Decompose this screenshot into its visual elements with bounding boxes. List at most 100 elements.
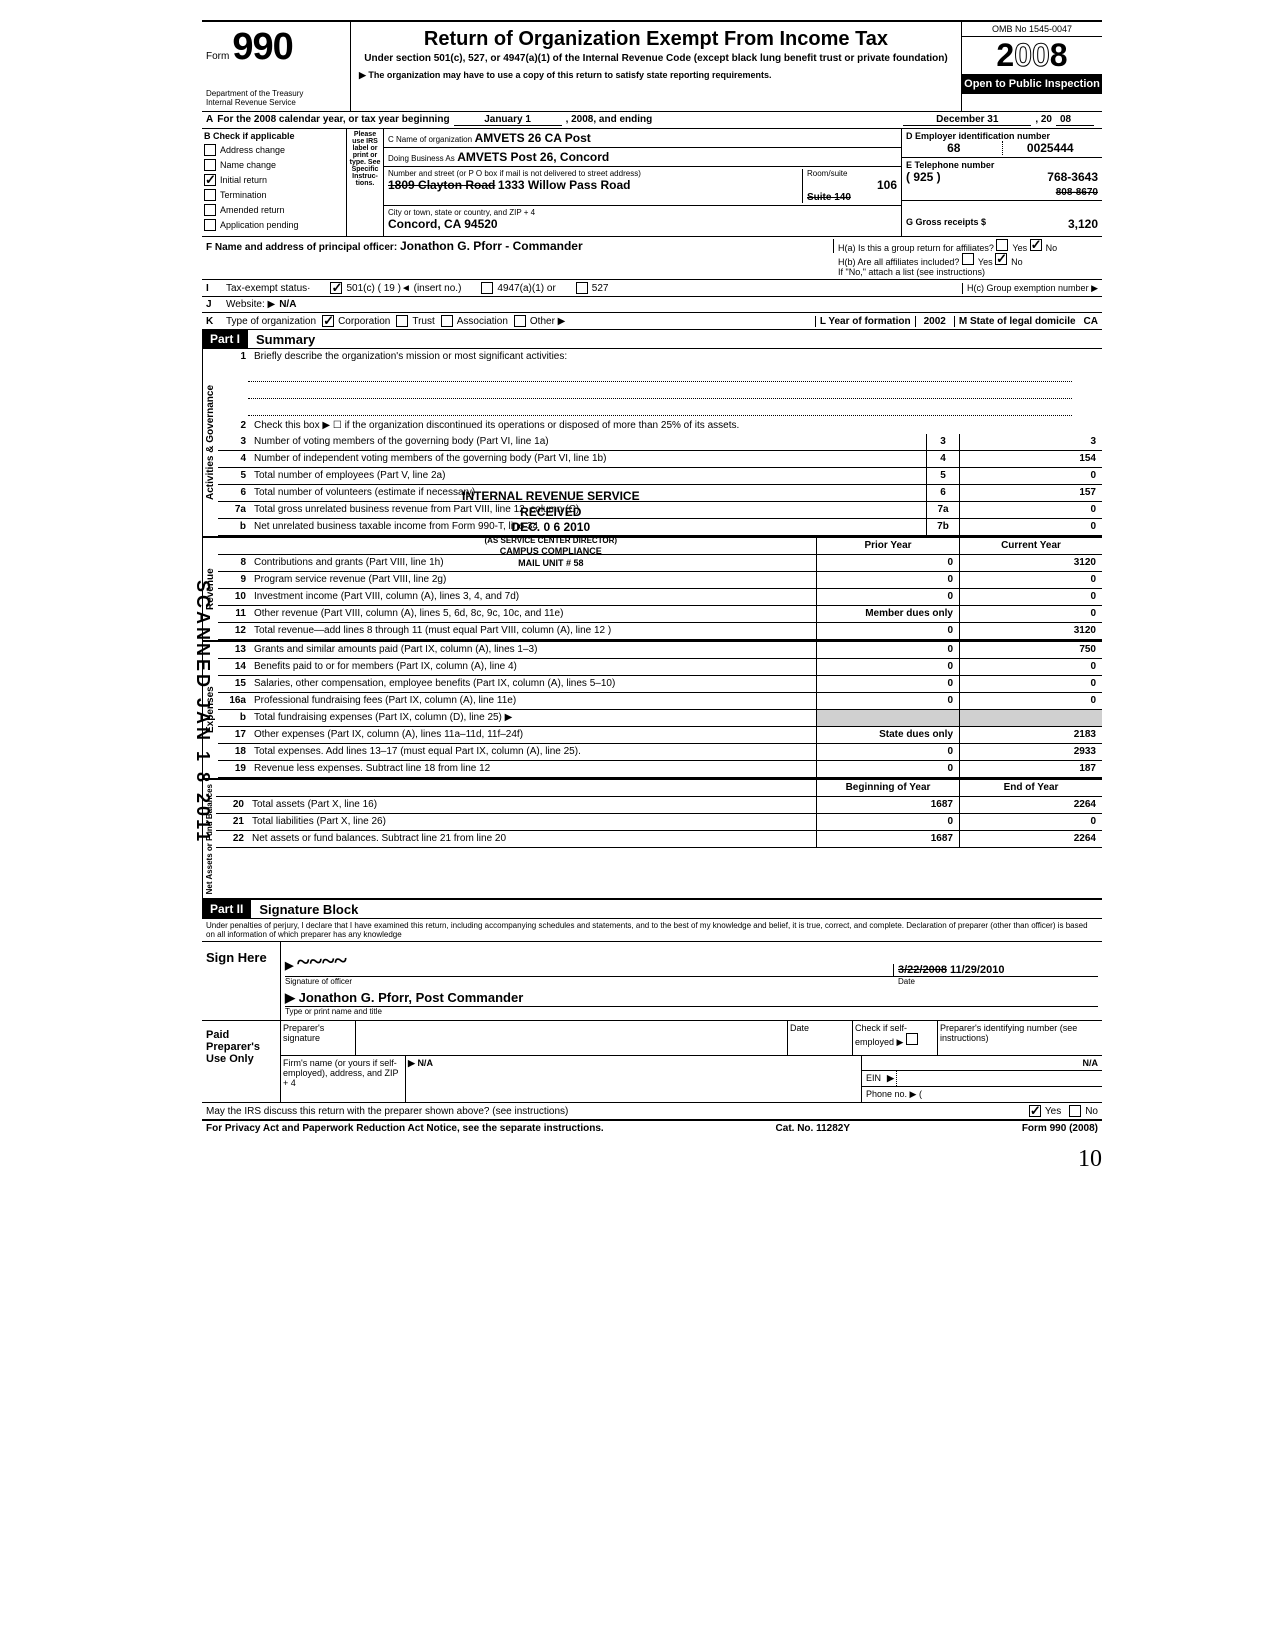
gov-line-6: 6Total number of volunteers (estimate if…	[218, 485, 1102, 502]
dept-text: Department of the Treasury Internal Reve…	[206, 89, 346, 107]
tel-value: 768-3643	[1047, 170, 1098, 184]
suite-old: Suite 140	[807, 192, 897, 203]
netassets-section: Net Assets or Fund Balances Beginning of…	[202, 780, 1102, 900]
main-title: Return of Organization Exempt From Incom…	[359, 28, 953, 51]
open-public: Open to Public Inspection	[962, 74, 1102, 94]
discuss-yes[interactable]	[1029, 1105, 1041, 1117]
part2-title: Signature Block	[251, 902, 358, 917]
year-formation-label: L Year of formation	[820, 316, 911, 327]
sub-title: Under section 501(c), 527, or 4947(a)(1)…	[359, 53, 953, 64]
check-4947[interactable]	[481, 282, 493, 294]
row-a-mid: , 2008, and ending	[566, 114, 653, 126]
end-year-header: End of Year	[959, 780, 1102, 796]
form-word: Form	[206, 51, 229, 62]
j-text: Website: ▶	[226, 299, 275, 310]
check-initial[interactable]: Initial return	[204, 174, 344, 186]
rev-line-11: 11Other revenue (Part VIII, column (A), …	[218, 606, 1102, 623]
net-line-21: 21Total liabilities (Part X, line 26)00	[216, 814, 1102, 831]
check-527[interactable]	[576, 282, 588, 294]
exp-line-18: 18Total expenses. Add lines 13–17 (must …	[218, 744, 1102, 761]
gov-line-7a: 7aTotal gross unrelated business revenue…	[218, 502, 1102, 519]
rev-line-9: 9Program service revenue (Part VIII, lin…	[218, 572, 1102, 589]
i-opt2: 4947(a)(1) or	[497, 283, 555, 294]
dba-label: Doing Business As	[388, 154, 455, 163]
street-old: 1809 Clayton Road	[388, 178, 495, 192]
check-amended[interactable]: Amended return	[204, 204, 344, 216]
exp-line-19: 19Revenue less expenses. Subtract line 1…	[218, 761, 1102, 778]
i-text: Tax-exempt status·	[226, 283, 310, 294]
check-address[interactable]: Address change	[204, 144, 344, 156]
i-label: I	[206, 283, 226, 294]
exp-line-17: 17Other expenses (Part IX, column (A), l…	[218, 727, 1102, 744]
gov-line-4: 4Number of independent voting members of…	[218, 451, 1102, 468]
governance-label: Activities & Governance	[202, 349, 218, 536]
sign-date-old: 3/22/2008	[898, 964, 947, 976]
revenue-section: Revenue Prior Year Current Year 8Contrib…	[202, 538, 1102, 642]
col-c: C Name of organization AMVETS 26 CA Post…	[384, 129, 902, 236]
prep-date-label: Date	[787, 1021, 852, 1055]
k-label: K	[206, 316, 226, 327]
discuss-text: May the IRS discuss this return with the…	[206, 1106, 1029, 1117]
k-text: Type of organization	[226, 316, 316, 327]
officer-name: Jonathon G. Pforr - Commander	[400, 239, 583, 253]
officer-signature: ~~~~	[296, 949, 347, 978]
row-j: J Website: ▶ N/A	[202, 297, 1102, 313]
h-c: H(c) Group exemption number ▶	[962, 283, 1098, 294]
net-line-22: 22Net assets or fund balances. Subtract …	[216, 831, 1102, 848]
revenue-label: Revenue	[202, 538, 218, 640]
check-trust[interactable]	[396, 315, 408, 327]
governance-section: Activities & Governance 1Briefly describ…	[202, 349, 1102, 538]
self-emp-label: Check if self-employed ▶	[852, 1021, 937, 1055]
prior-year-header: Prior Year	[816, 538, 959, 554]
footer: For Privacy Act and Paperwork Reduction …	[202, 1120, 1102, 1136]
j-label: J	[206, 299, 226, 310]
check-501c[interactable]	[330, 282, 342, 294]
city-label: City or town, state or country, and ZIP …	[388, 208, 897, 217]
check-name[interactable]: Name change	[204, 159, 344, 171]
rev-line-10: 10Investment income (Part VIII, column (…	[218, 589, 1102, 606]
check-corp[interactable]	[322, 315, 334, 327]
check-termination[interactable]: Termination	[204, 189, 344, 201]
ein-b: 0025444	[1002, 141, 1099, 155]
h-note: If "No," attach a list (see instructions…	[838, 267, 1098, 277]
check-other[interactable]	[514, 315, 526, 327]
tel-old: 808-8670	[1056, 187, 1098, 198]
sig-label: Signature of officer	[285, 977, 894, 986]
exp-line-16a: 16aProfessional fundraising fees (Part I…	[218, 693, 1102, 710]
rev-line-12: 12Total revenue—add lines 8 through 11 (…	[218, 623, 1102, 640]
name-label: Type or print name and title	[285, 1007, 1098, 1016]
firm-label: Firm's name (or yours if self-employed),…	[281, 1056, 405, 1102]
col-b: B Check if applicable Address change Nam…	[202, 129, 347, 236]
row-k: K Type of organization Corporation Trust…	[202, 313, 1102, 330]
year-formation: 2002	[915, 316, 954, 327]
header-grid: B Check if applicable Address change Nam…	[202, 129, 1102, 237]
begin-year-header: Beginning of Year	[816, 780, 959, 796]
form-number-cell: Form 990 Department of the Treasury Inte…	[202, 22, 351, 111]
privacy-notice: For Privacy Act and Paperwork Reduction …	[206, 1123, 604, 1134]
period-end: December 31	[903, 114, 1031, 126]
row-i: I Tax-exempt status· 501(c) ( 19 )◄ (ins…	[202, 280, 1102, 297]
name-label: C Name of organization	[388, 135, 472, 144]
part1-label: Part I	[202, 330, 248, 348]
dba-value: AMVETS Post 26, Concord	[457, 150, 609, 164]
phone-label: Phone no. ▶ (	[862, 1086, 1102, 1102]
check-pending[interactable]: Application pending	[204, 219, 344, 231]
form-990-page: SCANNED JAN 1 8 2011 Form 990 Department…	[202, 20, 1102, 1173]
ein-label2: EIN	[862, 1071, 885, 1086]
discuss-no[interactable]	[1069, 1105, 1081, 1117]
officer-typed-name: Jonathon G. Pforr, Post Commander	[299, 990, 524, 1005]
state-domicile: CA	[1080, 316, 1098, 327]
room-value: 106	[807, 178, 897, 192]
gross-value: 3,120	[1068, 217, 1098, 231]
city-value: Concord, CA 94520	[388, 217, 897, 231]
expenses-section: Expenses 13Grants and similar amounts pa…	[202, 642, 1102, 780]
title-cell: Return of Organization Exempt From Incom…	[351, 22, 962, 111]
j-val: N/A	[279, 299, 296, 310]
state-domicile-label: M State of legal domicile	[959, 316, 1076, 327]
paid-label: Paid Preparer's Use Only	[202, 1021, 280, 1102]
row-a-suffix: , 20	[1035, 114, 1052, 126]
sign-date: 11/29/2010	[950, 964, 1004, 976]
omb-cell: OMB No 1545-0047 2008 Open to Public Ins…	[962, 22, 1102, 111]
check-assoc[interactable]	[441, 315, 453, 327]
row-a-label: A	[206, 114, 213, 126]
